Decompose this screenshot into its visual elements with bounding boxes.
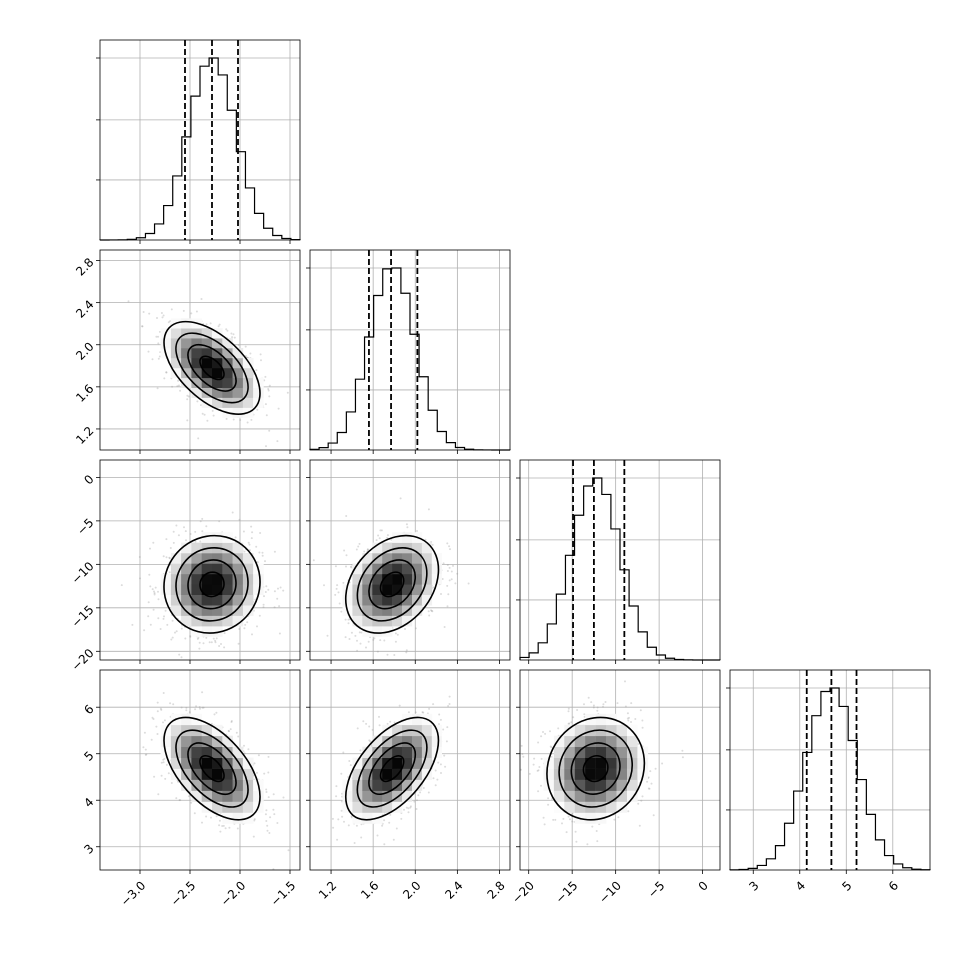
- panel-frame: [99, 249, 301, 451]
- contour-4: [163, 716, 261, 821]
- panel-frame: [99, 669, 301, 871]
- y-tick-label: 3: [81, 841, 96, 856]
- contour-1: [199, 754, 225, 783]
- contour-4: [546, 716, 646, 821]
- histogram-panel-2: [306, 249, 511, 454]
- contour-4: [344, 716, 440, 821]
- y-tick-label: 6: [81, 702, 96, 717]
- density-cells: [342, 532, 442, 637]
- x-tick-label: −15: [553, 878, 581, 906]
- x-tick-label: 5: [839, 878, 854, 893]
- panel-content: [520, 680, 684, 846]
- contour-4: [344, 534, 440, 634]
- contour-1: [379, 571, 405, 598]
- histogram-panel-3: [516, 459, 721, 664]
- contour-2: [368, 742, 417, 795]
- scatter-panel-3-1: [96, 459, 301, 664]
- x-tick-label: −2.5: [168, 878, 199, 909]
- panel-frame: [519, 669, 721, 871]
- panel-content: [331, 695, 451, 846]
- contour-3: [175, 729, 249, 808]
- histogram-panel-4: [726, 669, 931, 874]
- panel-frame: [309, 669, 511, 871]
- panel-frame: [519, 459, 721, 661]
- x-tick-label: −1.5: [268, 878, 299, 909]
- scatter-panel-4-2: [306, 669, 511, 874]
- panel-frame: [99, 459, 301, 661]
- contour-3: [175, 547, 249, 622]
- panel-content: [127, 298, 289, 448]
- contour-4: [163, 534, 261, 634]
- x-tick-label: −10: [596, 878, 624, 906]
- y-tick-label: 5: [81, 748, 96, 763]
- x-tick-label: 1.2: [316, 878, 339, 901]
- contour-1: [379, 755, 405, 783]
- x-tick-label: 0: [696, 878, 711, 893]
- contour-2: [570, 742, 621, 795]
- scatter-panel-2-1: [96, 249, 301, 454]
- x-tick-label: 2.4: [442, 878, 465, 901]
- histogram-3: [519, 477, 721, 661]
- y-tick-label: 2.4: [73, 297, 96, 320]
- contour-2: [368, 559, 417, 610]
- x-tick-label: 2.8: [484, 878, 507, 901]
- histogram-4: [729, 687, 931, 871]
- contour-2: [187, 559, 237, 610]
- y-tick-label: −20: [69, 646, 97, 674]
- y-tick-label: 1.2: [73, 424, 96, 447]
- panel-frame: [729, 669, 931, 871]
- panel-content: [142, 691, 290, 870]
- panel-frame: [309, 249, 511, 451]
- contour-1: [199, 355, 225, 381]
- contour-3: [356, 547, 428, 622]
- y-tick-label: 1.6: [73, 382, 96, 405]
- x-tick-label: 1.6: [358, 878, 381, 901]
- x-tick-label: 3: [746, 878, 761, 893]
- contour-1: [199, 571, 225, 598]
- contour-2: [187, 742, 237, 795]
- x-tick-label: 4: [793, 878, 808, 893]
- x-tick-label: −2.0: [218, 878, 249, 909]
- y-tick-label: 2.8: [73, 255, 96, 278]
- y-tick-label: −10: [69, 559, 97, 587]
- x-tick-label: −5: [645, 878, 667, 900]
- density-cells: [160, 713, 264, 824]
- x-tick-label: −3.0: [118, 878, 149, 909]
- density-cells: [342, 713, 442, 824]
- scatter-panel-4-1: [96, 669, 301, 874]
- x-tick-label: 2.0: [400, 878, 423, 901]
- contour-3: [356, 729, 428, 808]
- y-tick-label: 0: [81, 472, 96, 487]
- contour-3: [175, 332, 249, 404]
- histogram-panel-1: [96, 39, 301, 244]
- panel-content: [312, 497, 470, 656]
- contour-3: [558, 729, 633, 808]
- panel-frame: [309, 459, 511, 661]
- panel-content: [120, 511, 285, 659]
- panel-frame: [99, 39, 301, 241]
- y-tick-label: 4: [81, 795, 96, 810]
- y-tick-label: −15: [69, 603, 97, 631]
- contour-1: [582, 754, 609, 783]
- scatter-panel-4-3: [516, 669, 721, 874]
- x-tick-label: 6: [886, 878, 901, 893]
- x-tick-label: −20: [509, 878, 537, 906]
- histogram-1: [99, 57, 301, 241]
- contour-4: [163, 320, 261, 415]
- y-tick-label: 2.0: [73, 339, 96, 362]
- contour-2: [187, 343, 237, 392]
- scatter-panel-3-2: [306, 459, 511, 664]
- histogram-2: [309, 267, 511, 451]
- density-cells: [160, 318, 264, 418]
- y-tick-label: −5: [74, 516, 96, 538]
